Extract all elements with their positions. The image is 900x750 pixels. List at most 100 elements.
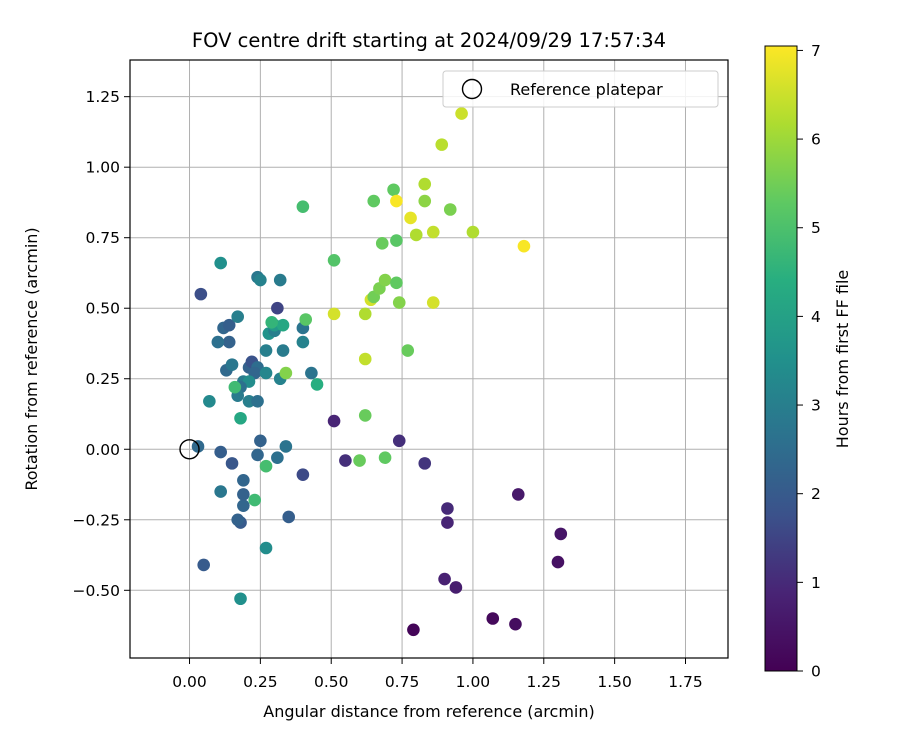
- data-point: [426, 296, 440, 309]
- legend-box: [442, 70, 719, 108]
- data-point: [237, 473, 250, 487]
- reference-platepar-marker: [179, 439, 200, 460]
- colorbar-tick-label: 7: [811, 42, 821, 60]
- data-point: [418, 194, 432, 208]
- data-point: [466, 225, 480, 239]
- data-point: [276, 344, 290, 357]
- y-axis-label: Rotation from reference (arcmin): [22, 227, 41, 490]
- data-point: [211, 335, 225, 349]
- data-point: [259, 344, 273, 357]
- data-point: [339, 454, 352, 467]
- data-point: [237, 499, 250, 512]
- data-point: [214, 256, 227, 270]
- colorbar-ticks: 0 1 2 3 4 5 6 7: [797, 42, 821, 681]
- data-point: [310, 378, 324, 391]
- colorbar-label: Hours from first FF file: [833, 270, 852, 449]
- data-point: [418, 177, 432, 191]
- data-point: [358, 352, 372, 366]
- y-tick-label: 1.25: [85, 88, 120, 106]
- data-points: [191, 107, 568, 637]
- data-point: [231, 513, 244, 527]
- y-axis-ticks: −0.50 −0.25 0.00 0.25 0.50 0.75 1.00 1.25: [73, 88, 130, 600]
- data-point: [214, 485, 227, 498]
- data-point: [401, 344, 415, 357]
- x-tick-label: 0.25: [243, 673, 278, 691]
- grid-lines: [130, 60, 728, 658]
- plot-background: [130, 60, 728, 658]
- data-point: [271, 451, 284, 465]
- data-point: [203, 395, 216, 408]
- data-point: [237, 488, 250, 501]
- colorbar-frame: [764, 45, 798, 672]
- data-point: [296, 200, 310, 213]
- colorbar-tick-label: 6: [811, 131, 821, 149]
- data-point: [228, 380, 242, 394]
- data-point: [387, 183, 400, 197]
- data-point: [517, 239, 531, 253]
- data-point: [197, 558, 210, 572]
- data-point: [259, 366, 273, 380]
- y-tick-label: −0.50: [73, 582, 121, 600]
- data-point: [554, 527, 568, 541]
- data-point: [390, 234, 403, 247]
- data-point: [279, 366, 293, 380]
- y-tick-label: 0.75: [85, 229, 120, 247]
- plot-area: [129, 59, 729, 659]
- data-point: [441, 516, 454, 529]
- data-point: [378, 273, 392, 287]
- data-point: [234, 592, 247, 606]
- y-tick-label: 0.25: [85, 370, 120, 388]
- data-point: [279, 440, 293, 453]
- data-point: [358, 307, 372, 321]
- x-axis-label: Angular distance from reference (arcmin): [263, 702, 594, 721]
- x-tick-label: 1.00: [456, 673, 491, 691]
- data-point: [435, 138, 449, 151]
- data-point: [251, 448, 264, 462]
- data-point: [225, 358, 239, 371]
- data-point: [296, 335, 310, 349]
- y-tick-label: 0.50: [85, 300, 120, 318]
- data-point: [271, 301, 284, 315]
- data-point: [441, 502, 454, 515]
- data-point: [259, 541, 273, 555]
- data-point: [254, 273, 267, 287]
- data-point: [251, 395, 264, 408]
- data-point: [409, 228, 423, 242]
- data-point: [367, 194, 381, 208]
- data-point: [222, 318, 236, 332]
- data-point: [327, 307, 341, 321]
- colorbar: 0 1 2 3 4 5 6 7 Hours from first FF file: [764, 42, 852, 681]
- data-point: [327, 253, 341, 267]
- data-point: [392, 434, 406, 448]
- plot-frame: [129, 59, 729, 659]
- data-point: [443, 203, 457, 216]
- data-point: [509, 617, 522, 631]
- data-point: [276, 318, 290, 332]
- data-point: [418, 457, 432, 470]
- data-point: [438, 572, 451, 586]
- data-point: [511, 488, 525, 501]
- data-point: [353, 454, 366, 467]
- data-point: [390, 194, 403, 208]
- data-point: [265, 316, 279, 329]
- data-point: [551, 555, 565, 569]
- colorbar-gradient: [765, 46, 797, 671]
- data-point: [426, 225, 440, 239]
- data-point: [449, 581, 463, 594]
- x-tick-label: 1.25: [527, 673, 562, 691]
- data-point: [455, 107, 468, 120]
- legend-marker-icon: [461, 78, 483, 100]
- x-tick-label: 1.50: [597, 673, 632, 691]
- data-point: [378, 451, 392, 465]
- colorbar-tick-label: 0: [811, 663, 821, 681]
- data-point: [225, 457, 239, 470]
- x-tick-label: 0.50: [314, 673, 349, 691]
- data-point: [404, 211, 417, 225]
- y-tick-label: −0.25: [73, 511, 121, 529]
- data-point: [358, 409, 372, 422]
- data-point: [296, 468, 310, 481]
- data-point: [282, 510, 296, 524]
- x-tick-label: 0.75: [385, 673, 420, 691]
- legend: Reference platepar: [442, 70, 719, 108]
